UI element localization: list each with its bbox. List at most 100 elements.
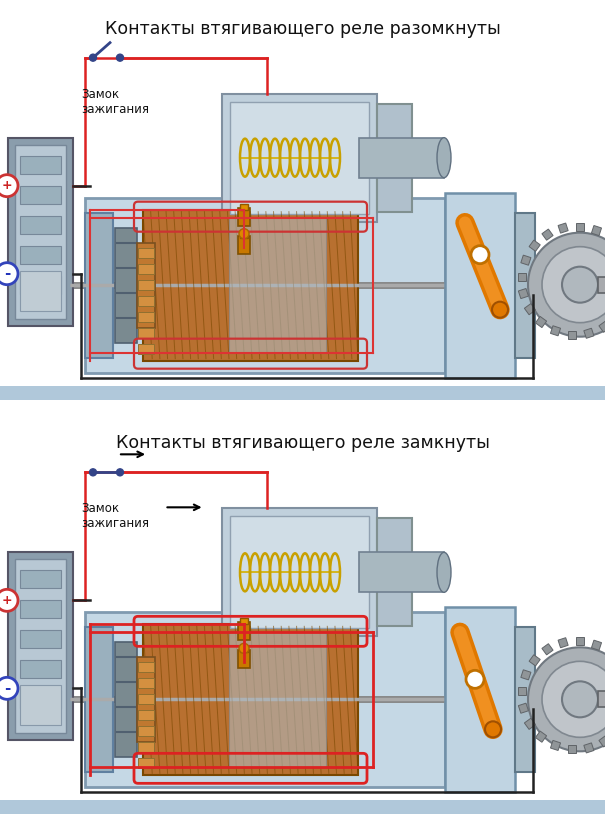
Bar xyxy=(20,570,61,588)
Bar xyxy=(521,670,531,680)
Bar xyxy=(138,344,154,354)
Circle shape xyxy=(466,671,484,688)
Bar xyxy=(222,508,377,636)
Circle shape xyxy=(239,229,249,239)
Circle shape xyxy=(542,662,605,738)
Bar xyxy=(576,638,584,645)
Circle shape xyxy=(0,677,18,700)
Bar xyxy=(138,710,154,720)
Bar xyxy=(229,633,325,767)
Circle shape xyxy=(117,469,123,476)
Bar xyxy=(138,678,154,688)
Bar xyxy=(525,719,535,729)
Bar xyxy=(229,218,325,353)
Circle shape xyxy=(471,245,489,263)
Text: +: + xyxy=(2,179,12,192)
Text: -: - xyxy=(4,681,10,695)
Bar xyxy=(138,758,154,768)
Text: Замок
зажигания: Замок зажигания xyxy=(81,88,149,116)
Bar xyxy=(238,650,250,668)
Bar xyxy=(551,325,561,336)
Bar xyxy=(138,726,154,736)
Bar xyxy=(20,245,61,263)
Bar xyxy=(85,627,113,772)
Bar xyxy=(238,235,250,254)
Circle shape xyxy=(0,589,18,611)
Bar xyxy=(377,104,412,211)
Bar xyxy=(85,612,445,787)
Circle shape xyxy=(492,301,508,318)
Bar xyxy=(240,204,248,210)
Text: -: - xyxy=(4,266,10,281)
Circle shape xyxy=(0,263,18,285)
Bar xyxy=(20,216,61,234)
Bar xyxy=(138,280,154,290)
Bar xyxy=(240,646,248,653)
Circle shape xyxy=(239,643,249,653)
Bar xyxy=(535,731,546,743)
Circle shape xyxy=(90,55,97,61)
Bar xyxy=(20,276,61,294)
Bar xyxy=(85,212,113,358)
Bar xyxy=(518,273,526,281)
Bar xyxy=(518,288,528,298)
Bar xyxy=(445,192,515,377)
Bar xyxy=(85,197,445,373)
Bar xyxy=(521,255,531,265)
Bar xyxy=(138,296,154,306)
Text: Замок
зажигания: Замок зажигания xyxy=(81,502,149,530)
Bar xyxy=(15,145,66,319)
Bar xyxy=(599,736,605,747)
Bar xyxy=(138,662,154,672)
Bar xyxy=(138,743,154,752)
Bar xyxy=(138,311,154,321)
Bar xyxy=(568,330,576,339)
Bar xyxy=(137,657,155,743)
Bar xyxy=(359,138,444,178)
Bar xyxy=(20,186,61,204)
Bar xyxy=(584,743,594,753)
Bar xyxy=(115,228,137,343)
Circle shape xyxy=(562,267,598,302)
Bar xyxy=(529,240,540,251)
Ellipse shape xyxy=(437,553,451,592)
Bar xyxy=(584,328,594,339)
Bar xyxy=(558,223,568,233)
Bar xyxy=(8,138,73,325)
Bar xyxy=(568,745,576,753)
Bar xyxy=(515,627,535,772)
Bar xyxy=(238,207,250,225)
Circle shape xyxy=(117,55,123,61)
Bar xyxy=(143,624,358,776)
Bar xyxy=(598,691,605,707)
Bar xyxy=(542,229,553,240)
Circle shape xyxy=(0,174,18,197)
Bar xyxy=(377,519,412,626)
Bar xyxy=(8,553,73,740)
Bar xyxy=(230,516,369,629)
Bar xyxy=(0,800,605,814)
Bar xyxy=(138,695,154,705)
Bar xyxy=(230,102,369,214)
Bar xyxy=(222,93,377,221)
Bar xyxy=(518,703,528,713)
Text: +: + xyxy=(2,594,12,607)
Bar xyxy=(240,231,248,238)
Bar xyxy=(138,263,154,273)
Bar xyxy=(515,212,535,358)
Circle shape xyxy=(528,233,605,337)
Bar xyxy=(542,643,553,655)
Bar xyxy=(20,686,61,725)
Bar xyxy=(240,619,248,624)
Bar xyxy=(20,271,61,311)
Text: Контакты втягивающего реле разомкнуты: Контакты втягивающего реле разомкнуты xyxy=(105,20,500,38)
Bar xyxy=(525,304,535,315)
Bar xyxy=(551,740,561,751)
Bar xyxy=(20,630,61,648)
Bar xyxy=(576,223,584,230)
Bar xyxy=(599,321,605,332)
Circle shape xyxy=(542,247,605,323)
Bar xyxy=(558,638,568,648)
Ellipse shape xyxy=(437,138,451,178)
Circle shape xyxy=(562,681,598,717)
